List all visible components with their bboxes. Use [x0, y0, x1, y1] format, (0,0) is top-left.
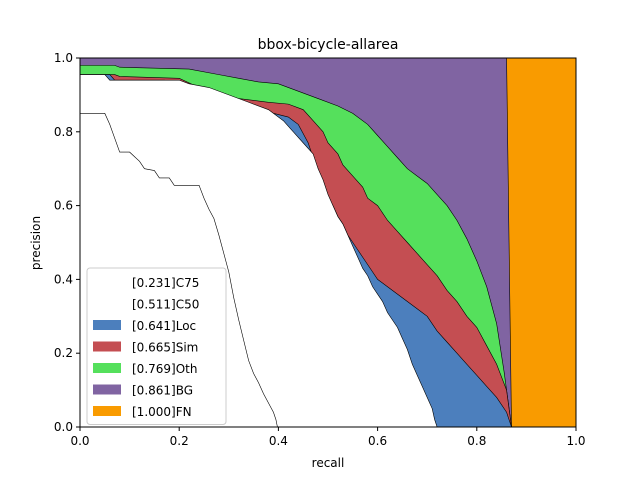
legend-swatch	[93, 406, 121, 416]
legend-label: [0.641]Loc	[132, 319, 196, 333]
legend: [0.231]C75 [0.511]C50 [0.641]Loc [0.665]Sim…	[86, 267, 227, 425]
x-tick-label: 0.4	[269, 434, 288, 448]
y-tick-label: 0.8	[54, 125, 73, 139]
legend-swatch	[93, 320, 121, 330]
x-axis: 0.0 0.2 0.4 0.6 0.8 1.0	[70, 427, 586, 448]
x-tick-label: 0.0	[70, 434, 89, 448]
legend-label: [0.861]BG	[132, 384, 193, 398]
y-axis: 0.0 0.2 0.4 0.6 0.8 1.0	[54, 51, 80, 434]
legend-label: [0.511]C50	[132, 298, 199, 312]
legend-box	[86, 267, 227, 425]
x-tick-label: 0.2	[170, 434, 189, 448]
legend-swatch	[93, 363, 121, 373]
y-tick-label: 0.6	[54, 199, 73, 213]
plot-frame	[79, 57, 577, 428]
chart-title: bbox-bicycle-allarea	[258, 37, 399, 53]
x-tick-label: 0.8	[467, 434, 486, 448]
legend-label: [0.231]C75	[132, 276, 199, 290]
y-tick-label: 1.0	[54, 51, 73, 65]
y-axis-title: precision	[29, 216, 43, 270]
y-tick-label: 0.4	[54, 272, 73, 286]
x-axis-title: recall	[312, 456, 345, 470]
legend-swatch	[93, 298, 121, 309]
x-tick-label: 1.0	[566, 434, 585, 448]
y-tick-label: 0.0	[54, 420, 73, 434]
legend-label: [0.769]Oth	[132, 362, 197, 376]
legend-swatch	[93, 277, 121, 287]
y-tick-label: 0.2	[54, 346, 73, 360]
legend-label: [0.665]Sim	[132, 341, 198, 355]
x-tick-label: 0.6	[368, 434, 387, 448]
legend-swatch	[93, 341, 121, 352]
legend-swatch	[93, 384, 121, 395]
legend-label: [1.000]FN	[132, 405, 192, 419]
